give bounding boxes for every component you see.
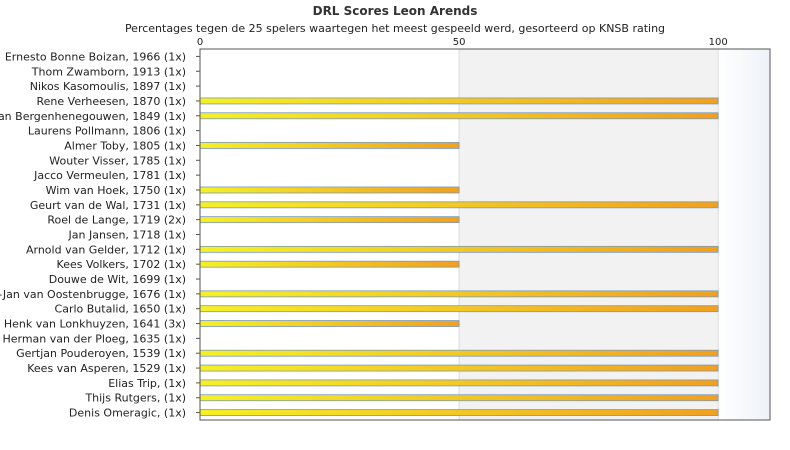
category-label: Ernesto Bonne Boizan, 1966 (1x) [5, 50, 186, 63]
chart-subtitle: Percentages tegen de 25 spelers waartege… [124, 22, 666, 35]
bar [199, 409, 719, 416]
bar [199, 320, 460, 327]
bar [199, 112, 719, 120]
category-label: Herman van der Ploeg, 1635 (1x) [2, 332, 186, 345]
category-label: Jan Jansen, 1718 (1x) [68, 229, 186, 242]
bar [199, 394, 719, 402]
bar [199, 364, 719, 372]
bar [199, 349, 719, 357]
bar [199, 305, 719, 313]
bar [199, 290, 719, 298]
bar [199, 379, 719, 387]
category-label: Wim van Hoek, 1750 (1x) [46, 184, 186, 197]
bar [199, 260, 460, 268]
plot-frame [199, 48, 771, 421]
chart-title: DRL Scores Leon Arends [312, 4, 478, 18]
x-tick-label: 0 [197, 37, 203, 48]
category-label: Geurt van de Wal, 1731 (1x) [30, 199, 186, 212]
category-label: Elias Trip, (1x) [108, 377, 186, 390]
category-label: Marc van Bergenhenegouwen, 1849 (1x) [0, 110, 186, 123]
category-label: Laurens Pollmann, 1806 (1x) [28, 125, 186, 138]
plot-edge-shade [718, 49, 770, 420]
bar [199, 186, 460, 194]
plot-area: 0 50 100 Ernesto Bonne Boizan, 1966 (1x) Tho… [0, 37, 771, 421]
category-label: Denis Omeragic, (1x) [69, 407, 186, 420]
category-label: Nikos Kasomoulis, 1897 (1x) [30, 80, 186, 93]
category-label: Arnold van Gelder, 1712 (1x) [26, 243, 186, 256]
category-label: Thom Zwamborn, 1913 (1x) [31, 65, 186, 78]
category-label: Gertjan Pouderoyen, 1539 (1x) [16, 347, 186, 360]
category-label: Gert-Jan van Oostenbrugge, 1676 (1x) [0, 288, 186, 301]
category-label: Jacco Vermeulen, 1781 (1x) [33, 169, 186, 182]
bar [199, 97, 719, 105]
category-label: Roel de Lange, 1719 (2x) [47, 214, 186, 227]
grid-band [459, 49, 719, 420]
x-tick-label: 100 [709, 37, 728, 48]
x-tick-label: 50 [453, 37, 466, 48]
category-label: Kees Volkers, 1702 (1x) [57, 258, 186, 271]
category-label: Kees van Asperen, 1529 (1x) [27, 362, 186, 375]
bar [199, 216, 460, 224]
category-label: Douwe de Wit, 1699 (1x) [49, 273, 186, 286]
category-label: Carlo Butalid, 1650 (1x) [55, 303, 186, 316]
bar [199, 142, 460, 149]
bar [199, 201, 719, 209]
bar [199, 245, 719, 253]
category-label: Thijs Rutgers, (1x) [84, 392, 186, 405]
category-label: Henk van Lonkhuyzen, 1641 (3x) [4, 318, 186, 331]
category-label: Wouter Visser, 1785 (1x) [49, 154, 186, 167]
category-label: Rene Verheesen, 1870 (1x) [37, 95, 186, 108]
category-label: Almer Toby, 1805 (1x) [64, 139, 186, 152]
